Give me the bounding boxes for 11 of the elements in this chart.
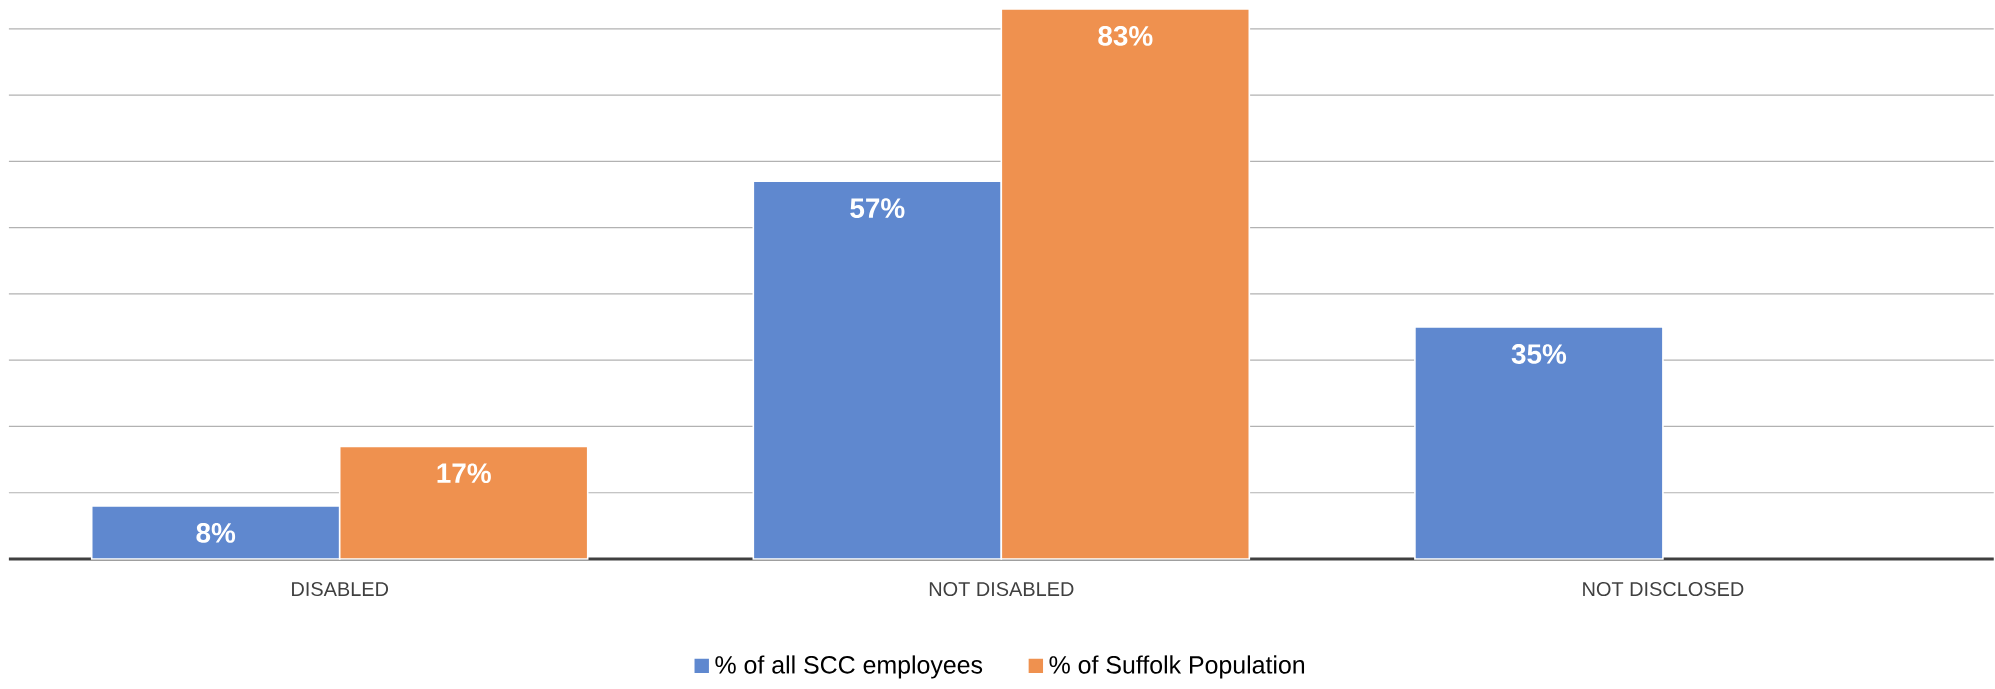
bar — [1414, 326, 1664, 560]
data-label: 35% — [1511, 344, 1567, 364]
x-tick-label: NOT DISCLOSED — [1583, 581, 1744, 597]
legend-label: % of Suffolk Population — [1049, 655, 1305, 679]
x-tick-label: DISABLED — [292, 581, 389, 597]
data-label: 17% — [437, 463, 491, 484]
data-label: 8% — [196, 523, 236, 543]
data-label: 83% — [1098, 26, 1153, 46]
x-tick-label: NOT DISABLED — [929, 581, 1074, 597]
legend-label: % of all SCC employees — [715, 655, 983, 679]
data-label: 57% — [850, 198, 905, 219]
